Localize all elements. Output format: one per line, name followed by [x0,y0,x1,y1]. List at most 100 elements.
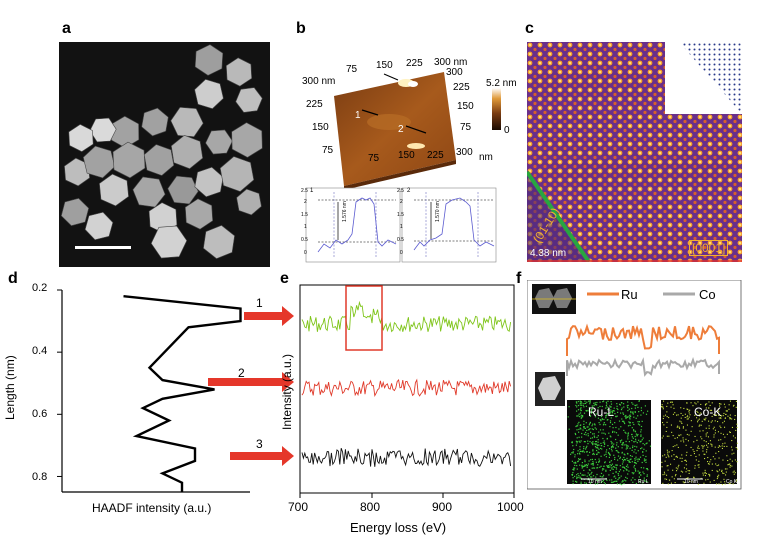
nanoparticle [82,145,116,179]
ru-pixel [611,443,613,445]
ru-pixel [597,439,599,441]
ru-pixel [567,416,569,418]
ru-pixel [620,409,623,411]
co-pixel [708,463,710,465]
co-pixel [667,402,669,404]
co-pixel [693,453,695,455]
afm-right-tick-1: 225 [453,82,470,93]
ru-pixel [636,435,638,437]
ru-pixel [608,474,610,476]
ru-pixel [577,453,579,455]
ru-pixel [585,447,587,449]
co-pixel [724,436,726,438]
co-pixel [734,459,736,461]
ru-pixel [627,434,629,436]
ru-pixel [637,415,639,417]
ru-pixel [597,407,599,409]
nanoparticle [68,124,94,152]
ru-pixel [626,444,628,447]
ru-pixel [635,417,637,419]
ru-pixel [616,407,618,410]
ru-pixel [571,452,573,454]
ru-pixel [609,435,611,437]
ru-pixel [593,467,596,469]
ru-pixel [610,409,612,411]
co-pixel [668,451,670,453]
ru-pixel [587,454,589,456]
co-pixel [696,410,698,412]
co-pixel [723,445,725,447]
ru-pixel [633,466,635,468]
co-pixel [701,420,703,422]
co-pixel [722,443,724,445]
co-pixel [707,461,709,463]
ru-pixel [640,434,642,436]
ru-pixel [627,453,629,455]
ru-pixel [575,444,577,446]
co-pixel [661,461,663,463]
ru-pixel [608,452,610,454]
ru-pixel [645,459,647,461]
profile-curve-left [317,197,397,253]
co-pixel [703,482,705,484]
ru-pixel [640,429,642,431]
co-pixel [685,471,687,473]
co-pixel [711,402,713,404]
co-pixel [663,400,665,402]
co-pixel [723,478,725,480]
co-pixel [700,477,702,479]
ru-pixel [577,409,580,411]
ru-pixel [591,442,593,444]
ru-pixel [595,461,597,463]
scale-bar [75,246,131,249]
co-pixel [690,430,692,432]
ru-pixel [615,415,617,417]
ru-pixel [640,441,642,443]
ru-pixel [610,460,612,462]
ru-pixel [626,477,628,479]
co-pixel [706,449,708,451]
co-pixel [721,470,723,472]
ru-pixel [617,434,619,436]
ru-pixel [629,455,632,457]
ru-pixel [621,418,623,420]
co-pixel [720,417,722,419]
ru-pixel [642,454,644,456]
co-pixel [729,400,731,402]
co-pixel [683,441,685,443]
co-pixel [736,461,738,463]
co-pixel [731,426,733,428]
ru-pixel [618,420,621,422]
prof-r-marker: 2 [407,188,411,194]
d-ylabel: Length (nm) [3,355,17,420]
co-pixel [732,435,734,437]
co-pixel [704,458,706,460]
co-pixel [670,406,672,408]
nanoparticle [236,188,262,216]
ru-pixel [605,469,607,471]
co-pixel [661,437,663,439]
co-pixel [734,472,736,474]
ru-pixel [583,420,585,422]
co-pixel [731,418,733,420]
ru-pixel [588,474,590,476]
ru-pixel [581,450,584,452]
ru-pixel [632,412,634,414]
co-pixel [732,483,734,485]
ru-pixel [583,469,585,471]
ru-pixel [605,456,607,458]
co-pixel [735,481,737,483]
stem-lattice-image [527,42,742,262]
arrow-3 [230,446,294,466]
ru-pixel [630,410,632,413]
ru-pixel [633,441,635,443]
co-pixel [693,476,695,478]
ru-pixel [574,432,576,435]
nanoparticle [112,141,146,179]
ru-pixel [611,479,613,481]
co-pixel [685,438,687,440]
ru-pixel [591,437,594,439]
ru-pixel [626,464,629,466]
co-pixel [683,467,685,469]
co-pixel [727,415,729,417]
